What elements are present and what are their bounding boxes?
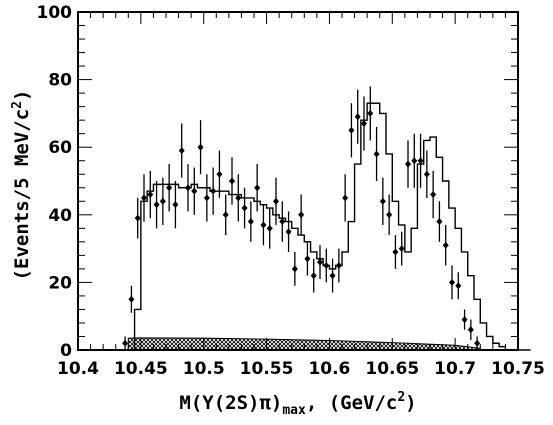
data-point <box>442 241 449 249</box>
y-tick-label: 100 <box>37 3 73 23</box>
data-point <box>273 197 279 205</box>
x-tick-label: 10.65 <box>365 359 419 379</box>
data-point <box>266 224 273 232</box>
data-point <box>361 120 367 128</box>
data-point <box>279 218 286 226</box>
x-tick-label: 10.75 <box>491 359 545 379</box>
plot-frame <box>77 11 519 351</box>
data-point <box>461 316 468 324</box>
data-point <box>304 255 311 263</box>
data-point <box>430 191 437 199</box>
data-point <box>467 326 474 334</box>
y-label-main: (Events/5 MeV/c <box>11 109 33 281</box>
data-point <box>147 191 154 199</box>
data-point <box>298 211 305 219</box>
x-tick-label: 10.6 <box>308 359 350 379</box>
data-point <box>423 170 430 178</box>
data-point <box>229 177 235 185</box>
data-point <box>455 282 462 290</box>
data-point <box>398 245 405 253</box>
data-point <box>247 218 254 226</box>
data-point <box>310 272 317 280</box>
data-point <box>191 187 198 195</box>
data-point <box>417 157 424 165</box>
y-axis-label: (Events/5 MeV/c2) <box>10 90 33 281</box>
data-point <box>449 278 455 286</box>
data-point <box>354 113 361 121</box>
y-tick-label: 80 <box>48 71 72 91</box>
x-tick-label: 10.45 <box>114 359 168 379</box>
data-point <box>335 262 342 269</box>
x-label-main: M(Y(2S)π) <box>179 392 282 414</box>
data-point <box>323 262 330 269</box>
x-label-unit-suffix: ) <box>405 392 416 414</box>
y-tick-label: 40 <box>48 206 72 226</box>
data-point <box>386 211 393 219</box>
data-point <box>241 204 248 212</box>
data-point <box>128 295 135 303</box>
data-point <box>203 194 210 202</box>
data-point <box>178 147 185 155</box>
data-point <box>285 228 292 236</box>
data-point <box>122 339 129 347</box>
svg-text:M(Y(2S)π)max, (GeV/c2): M(Y(2S)π)max, (GeV/c2) <box>179 390 416 418</box>
data-point <box>317 258 323 266</box>
x-label-unit-sup: 2 <box>397 390 405 405</box>
data-point <box>260 221 267 229</box>
x-label-subscript: max <box>282 403 306 418</box>
data-point <box>474 339 481 347</box>
x-tick-label: 10.7 <box>434 359 476 379</box>
data-point <box>342 194 349 202</box>
data-point <box>379 197 386 205</box>
x-tick-label: 10.4 <box>57 359 99 379</box>
x-label-unit-prefix: , (GeV/c <box>306 392 398 414</box>
data-point <box>141 194 147 202</box>
plot-area: 10.4 10.45 10.5 10.55 10.6 10.65 10.7 10.75 0 20 4… <box>37 3 545 379</box>
x-axis-label: M(Y(2S)π)max, (GeV/c2) <box>179 390 416 418</box>
data-point <box>172 201 179 209</box>
x-tick-label: 10.5 <box>183 359 225 379</box>
data-point <box>291 265 298 273</box>
y-label-suffix: ) <box>11 90 33 101</box>
data-point <box>348 126 355 134</box>
data-point <box>210 187 217 195</box>
fit-histogram <box>90 102 531 351</box>
data-point <box>159 197 166 205</box>
data-point <box>134 214 141 222</box>
data-point <box>185 184 191 192</box>
y-tick-label: 20 <box>48 273 72 293</box>
svg-text:(Events/5 MeV/c2): (Events/5 MeV/c2) <box>10 90 33 281</box>
data-point <box>166 184 173 192</box>
y-tick-label: 60 <box>48 138 72 158</box>
data-point <box>216 170 223 178</box>
data-point <box>436 218 443 226</box>
data-point <box>222 211 229 219</box>
data-point <box>235 194 242 202</box>
data-point <box>405 160 411 168</box>
y-label-sup: 2 <box>10 101 25 109</box>
data-point <box>367 109 374 117</box>
x-tick-label: 10.55 <box>240 359 294 379</box>
data-point <box>373 150 380 158</box>
data-point <box>329 272 336 280</box>
data-point <box>254 184 261 192</box>
y-tick-label: 0 <box>60 341 72 361</box>
data-point <box>392 248 399 256</box>
data-point <box>411 157 418 165</box>
data-point <box>153 201 160 209</box>
data-point <box>197 143 204 151</box>
